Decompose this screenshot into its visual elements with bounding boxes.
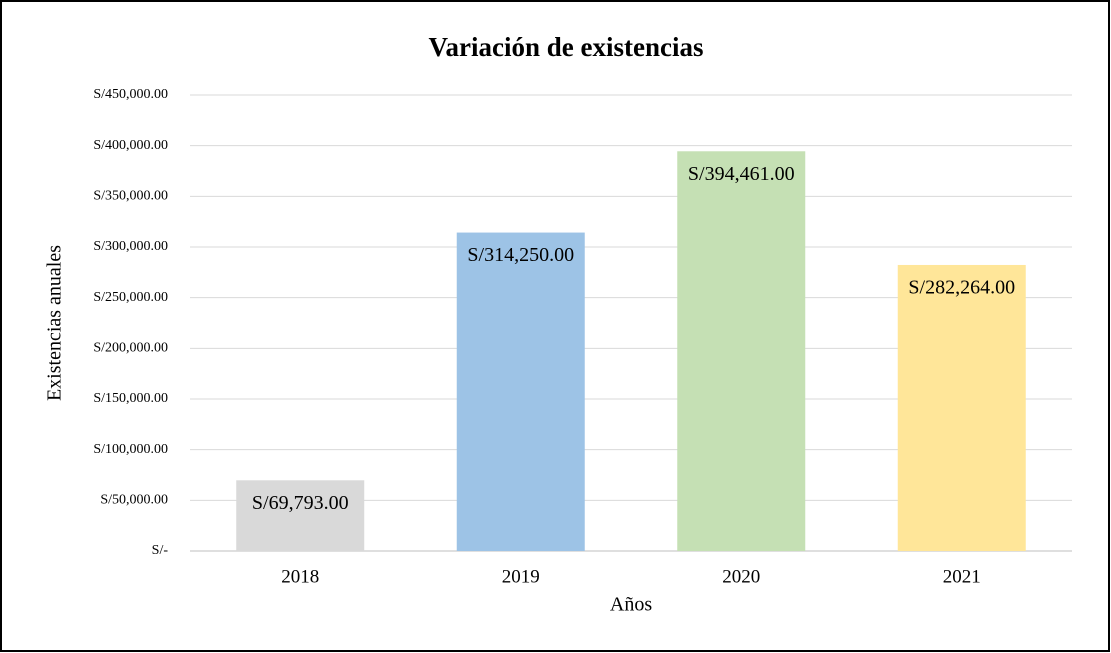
x-axis-label: Años [610,594,652,616]
y-tick-label: S/150,000.00 [93,391,168,406]
y-tick-label: S/450,000.00 [93,87,168,102]
x-tick-label: 2021 [943,566,981,587]
y-tick-label: S/350,000.00 [93,189,168,204]
data-label: S/282,264.00 [908,277,1015,299]
x-tick-label: 2020 [722,566,760,587]
y-tick-label: S/200,000.00 [93,341,168,356]
bar [897,264,1026,551]
bar [677,151,806,551]
x-tick-label: 2019 [502,566,540,587]
y-axis-label: Existencias anuales [44,245,66,401]
y-tick-label: S/300,000.00 [93,239,168,254]
y-tick-label: S/50,000.00 [100,493,168,508]
y-tick-label: S/400,000.00 [93,138,168,153]
y-tick-label: S/100,000.00 [93,442,168,457]
data-label: S/394,461.00 [688,163,795,185]
bar [456,232,585,551]
y-tick-label: S/- [152,543,169,558]
x-tick-label: 2018 [281,566,319,587]
data-label: S/314,250.00 [467,244,574,266]
data-label: S/69,793.00 [252,492,349,514]
bar [236,480,365,551]
chart-title: Variación de existencias [429,32,704,62]
y-tick-label: S/250,000.00 [93,290,168,305]
